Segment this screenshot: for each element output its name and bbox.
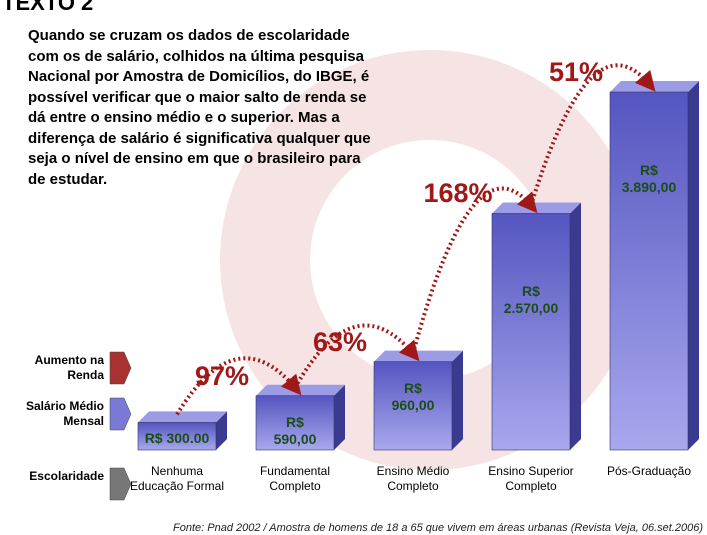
value-label: R$ 300.00	[134, 430, 220, 447]
legend-label: Salário Médio Mensal	[14, 399, 104, 429]
bar-side	[570, 202, 581, 450]
x-tick-label: Ensino Médio Completo	[363, 464, 463, 494]
bar-side	[334, 385, 345, 450]
increase-label: 51%	[531, 57, 621, 88]
source: Fonte: Pnad 2002 / Amostra de homens de …	[173, 522, 703, 534]
x-tick-label: Pós-Graduação	[599, 464, 699, 479]
bar-top	[492, 202, 581, 213]
x-tick-label: Fundamental Completo	[245, 464, 345, 494]
x-tick-label: Nenhuma Educação Formal	[127, 464, 227, 494]
bar-top	[138, 411, 227, 422]
bar	[492, 213, 570, 450]
legend-label: Escolaridade	[14, 469, 104, 484]
x-tick-label: Ensino Superior Completo	[481, 464, 581, 494]
value-label: R$ 3.890,00	[618, 162, 680, 196]
value-label: R$ 2.570,00	[500, 283, 562, 317]
intro-text: Quando se cruzam os dados de escolaridad…	[28, 26, 378, 190]
legend-arrow	[110, 352, 131, 384]
legend-label: Aumento na Renda	[14, 353, 104, 383]
value-label: R$ 960,00	[382, 380, 444, 414]
bar-side	[452, 351, 463, 450]
title: TEXTO 2	[2, 0, 93, 16]
infographic: TEXTO 2 Quando se cruzam os dados de esc…	[0, 0, 707, 535]
bar-top	[256, 385, 345, 396]
increase-label: 97%	[177, 361, 267, 392]
value-label: R$ 590,00	[264, 414, 326, 448]
bar-top	[374, 351, 463, 362]
bar	[610, 92, 688, 450]
increase-label: 168%	[413, 178, 503, 209]
bar-side	[688, 81, 699, 450]
increase-label: 63%	[295, 327, 385, 358]
legend-arrow	[110, 398, 131, 430]
bar-top	[610, 81, 699, 92]
